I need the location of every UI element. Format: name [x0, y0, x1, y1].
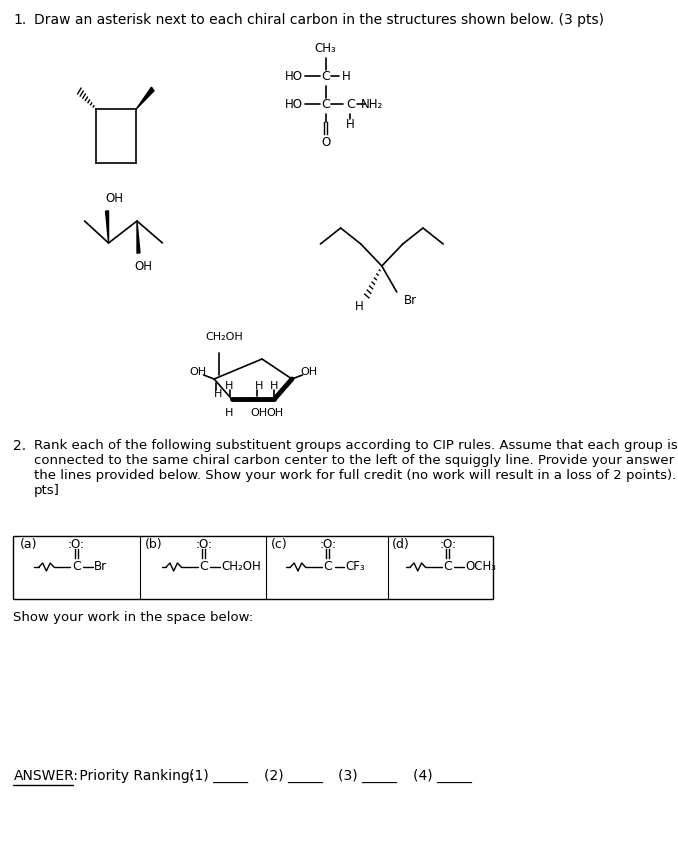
Text: Br: Br	[403, 294, 417, 307]
Text: OH: OH	[250, 408, 267, 418]
Text: OH: OH	[300, 367, 318, 377]
Text: (c): (c)	[271, 538, 287, 551]
Text: H: H	[271, 381, 279, 391]
Text: H: H	[342, 70, 351, 83]
Text: CH₃: CH₃	[315, 43, 336, 55]
Text: :O:: :O:	[68, 538, 85, 551]
Text: H: H	[224, 408, 233, 418]
Text: O: O	[321, 135, 330, 149]
Text: :O:: :O:	[195, 538, 212, 551]
Text: H: H	[224, 381, 233, 391]
Text: H: H	[346, 117, 355, 130]
Text: (d): (d)	[393, 538, 410, 551]
Text: C: C	[321, 70, 330, 83]
Text: OH: OH	[106, 191, 123, 204]
Polygon shape	[137, 221, 140, 253]
Text: C: C	[72, 561, 81, 574]
Text: H: H	[214, 389, 222, 399]
Text: C: C	[323, 561, 332, 574]
Text: 2.: 2.	[14, 439, 26, 453]
Text: CH₂OH: CH₂OH	[222, 561, 261, 574]
Text: OH: OH	[189, 367, 206, 377]
Text: Show your work in the space below:: Show your work in the space below:	[14, 611, 254, 624]
Bar	[14, 536, 493, 599]
Text: C: C	[346, 98, 355, 111]
Polygon shape	[106, 211, 108, 243]
Text: ANSWER:: ANSWER:	[14, 769, 79, 783]
Text: Rank each of the following substituent groups according to CIP rules. Assume tha: Rank each of the following substituent g…	[34, 439, 678, 497]
Text: (3) _____: (3) _____	[338, 768, 397, 783]
Text: CH₂OH: CH₂OH	[205, 332, 243, 342]
Text: Draw an asterisk next to each chiral carbon in the structures shown below. (3 pt: Draw an asterisk next to each chiral car…	[34, 13, 603, 27]
Text: (2) _____: (2) _____	[264, 768, 323, 783]
Text: OCH₃: OCH₃	[466, 561, 497, 574]
Text: C: C	[443, 561, 452, 574]
Text: (b): (b)	[145, 538, 163, 551]
Text: OH: OH	[134, 260, 152, 272]
Text: C: C	[321, 98, 330, 111]
Text: H: H	[355, 300, 363, 312]
Text: Priority Ranking:: Priority Ranking:	[75, 769, 194, 783]
Text: H: H	[254, 381, 263, 391]
Text: (4) _____: (4) _____	[414, 768, 473, 783]
Text: NH₂: NH₂	[361, 98, 383, 111]
Text: (a): (a)	[20, 538, 37, 551]
Text: CF₃: CF₃	[346, 561, 365, 574]
Text: :O:: :O:	[319, 538, 336, 551]
Text: 1.: 1.	[14, 13, 26, 27]
Text: (1) _____: (1) _____	[188, 768, 247, 783]
Text: :O:: :O:	[439, 538, 456, 551]
Text: OH: OH	[266, 408, 283, 418]
Text: HO: HO	[285, 70, 303, 83]
Text: C: C	[199, 561, 208, 574]
Text: HO: HO	[285, 98, 303, 111]
Polygon shape	[136, 87, 154, 109]
Text: Br: Br	[94, 561, 107, 574]
